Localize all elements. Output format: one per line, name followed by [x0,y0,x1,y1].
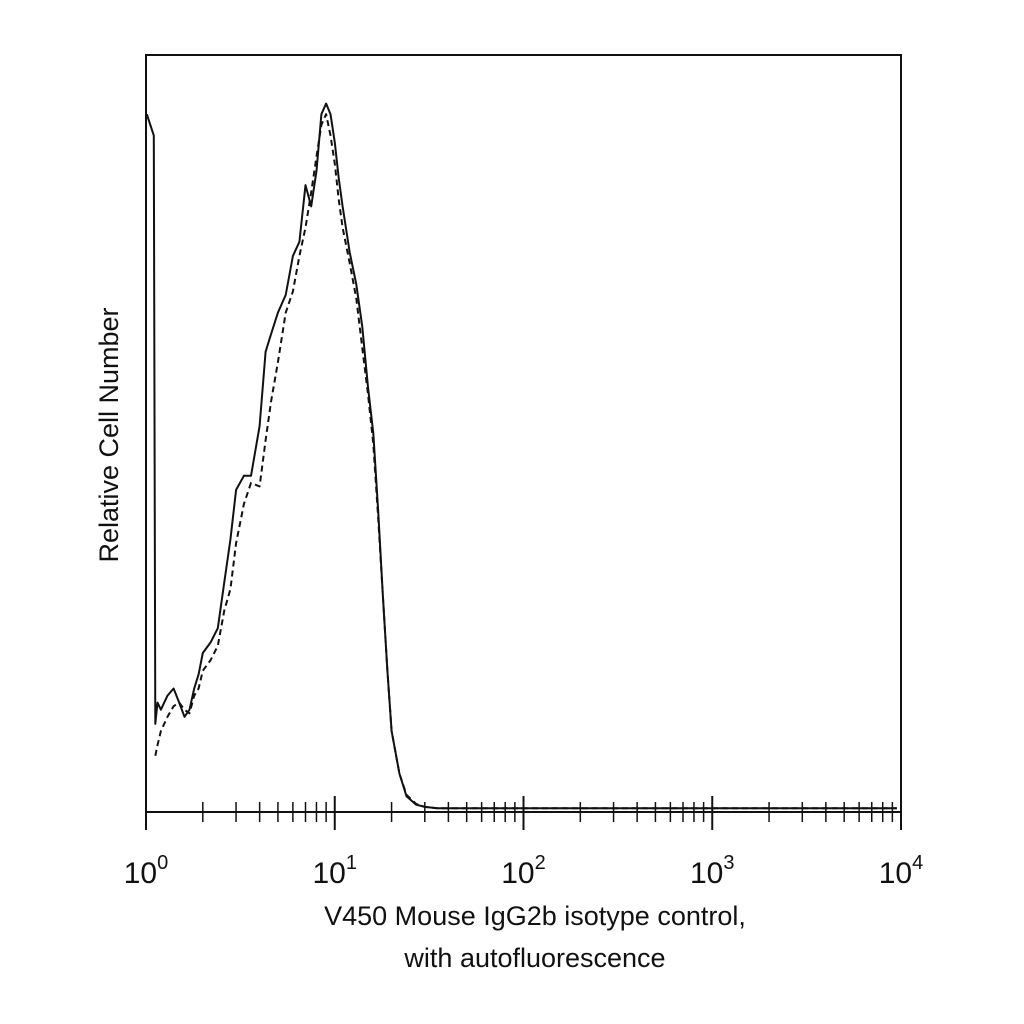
x-tick-label: 101 [313,852,358,890]
x-tick-label-exponent: 3 [723,852,734,874]
series-layer [145,102,897,810]
x-axis-title-line-2: with autofluorescence [403,943,665,973]
y-axis-title: Relative Cell Number [94,307,124,562]
x-major-ticks [145,796,902,830]
x-tick-label: 103 [690,852,735,890]
x-tick-labels: 100 101 102 103 104 [124,852,924,890]
x-tick-label: 102 [501,852,546,890]
x-axis-title-line-1: V450 Mouse IgG2b isotype control, [324,901,746,931]
x-tick-label: 104 [879,852,924,890]
x-tick-label-base: 10 [879,857,912,890]
x-tick-label-base: 10 [124,857,157,890]
x-tick-label-base: 10 [690,857,723,890]
series-line-solid [145,102,897,810]
x-tick-label-exponent: 2 [535,852,546,874]
series-line-dashed [154,113,897,810]
x-tick-label-exponent: 0 [157,852,168,874]
x-tick-label-exponent: 4 [912,852,923,874]
x-tick-label-exponent: 1 [346,852,357,874]
x-minor-ticks [202,802,894,822]
x-tick-label-base: 10 [501,857,534,890]
x-tick-label-base: 10 [313,857,346,890]
x-tick-label: 100 [124,852,169,890]
